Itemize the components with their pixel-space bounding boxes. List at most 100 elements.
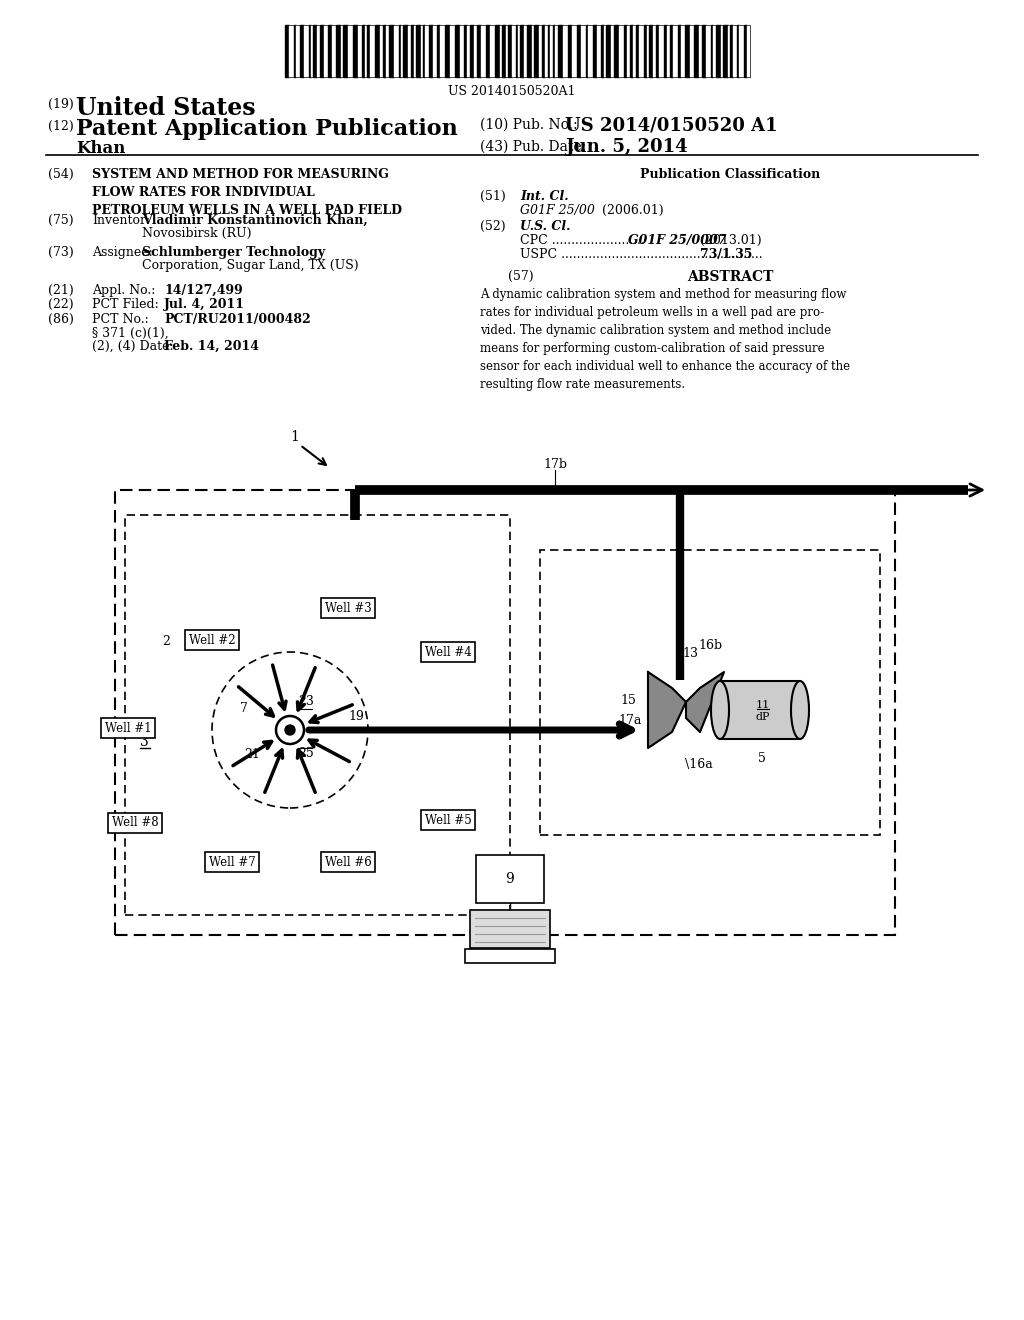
Text: (21): (21) bbox=[48, 284, 74, 297]
Bar bbox=[450, 25, 455, 77]
Bar bbox=[309, 25, 311, 77]
Bar bbox=[690, 25, 694, 77]
Bar bbox=[644, 25, 647, 77]
Bar bbox=[437, 25, 440, 77]
Bar bbox=[445, 25, 450, 77]
Bar bbox=[593, 25, 597, 77]
Bar bbox=[563, 25, 568, 77]
Bar bbox=[343, 25, 348, 77]
Bar bbox=[545, 25, 548, 77]
Bar bbox=[553, 25, 555, 77]
Bar bbox=[647, 25, 649, 77]
Bar bbox=[486, 25, 490, 77]
Bar bbox=[296, 25, 300, 77]
Circle shape bbox=[276, 715, 304, 744]
Bar bbox=[713, 25, 716, 77]
Bar bbox=[470, 25, 474, 77]
Bar bbox=[502, 25, 506, 77]
Bar bbox=[572, 25, 577, 77]
Text: (2013.01): (2013.01) bbox=[700, 234, 762, 247]
Text: (51): (51) bbox=[480, 190, 506, 203]
Text: Int. Cl.: Int. Cl. bbox=[520, 190, 568, 203]
Text: 15: 15 bbox=[621, 693, 636, 706]
Ellipse shape bbox=[791, 681, 809, 739]
Text: Appl. No.:: Appl. No.: bbox=[92, 284, 156, 297]
Bar bbox=[516, 25, 518, 77]
Text: 13: 13 bbox=[682, 647, 698, 660]
Text: (75): (75) bbox=[48, 214, 74, 227]
Bar bbox=[125, 515, 510, 915]
Bar bbox=[618, 25, 624, 77]
Bar bbox=[716, 25, 721, 77]
Bar bbox=[490, 25, 495, 77]
Text: 5: 5 bbox=[758, 752, 766, 766]
Polygon shape bbox=[686, 672, 724, 733]
Text: Jun. 5, 2014: Jun. 5, 2014 bbox=[565, 139, 688, 156]
Text: PCT No.:: PCT No.: bbox=[92, 313, 148, 326]
Text: Well #6: Well #6 bbox=[325, 855, 372, 869]
Text: 25: 25 bbox=[298, 747, 313, 760]
Bar bbox=[425, 25, 429, 77]
Bar bbox=[627, 25, 630, 77]
Bar bbox=[555, 25, 558, 77]
Text: Well #1: Well #1 bbox=[104, 722, 152, 734]
Bar bbox=[550, 25, 553, 77]
Bar bbox=[633, 25, 636, 77]
Text: § 371 (c)(1),: § 371 (c)(1), bbox=[92, 327, 169, 341]
Bar bbox=[699, 25, 702, 77]
Bar bbox=[370, 25, 375, 77]
Bar bbox=[365, 25, 367, 77]
Bar bbox=[639, 25, 644, 77]
Bar bbox=[389, 25, 394, 77]
Bar bbox=[653, 25, 656, 77]
Text: Inventor:: Inventor: bbox=[92, 214, 151, 227]
Bar bbox=[508, 25, 512, 77]
Text: Khan: Khan bbox=[76, 140, 125, 157]
Text: Corporation, Sugar Land, TX (US): Corporation, Sugar Land, TX (US) bbox=[142, 259, 358, 272]
Text: United States: United States bbox=[76, 96, 256, 120]
Bar bbox=[474, 25, 477, 77]
Bar bbox=[332, 25, 336, 77]
Bar bbox=[421, 25, 423, 77]
Text: Well #5: Well #5 bbox=[425, 813, 471, 826]
Bar bbox=[711, 25, 713, 77]
Text: 16b: 16b bbox=[698, 639, 722, 652]
Bar bbox=[539, 25, 542, 77]
Text: Feb. 14, 2014: Feb. 14, 2014 bbox=[164, 341, 259, 352]
Bar bbox=[311, 25, 313, 77]
Bar bbox=[470, 909, 550, 948]
Bar bbox=[358, 25, 362, 77]
Text: (86): (86) bbox=[48, 313, 74, 326]
Bar bbox=[678, 25, 681, 77]
Bar bbox=[702, 25, 706, 77]
Bar bbox=[383, 25, 386, 77]
Bar bbox=[362, 25, 365, 77]
Bar bbox=[433, 25, 437, 77]
Text: 2: 2 bbox=[162, 635, 170, 648]
Bar bbox=[681, 25, 685, 77]
Bar bbox=[577, 25, 581, 77]
Bar bbox=[744, 25, 746, 77]
Bar bbox=[313, 25, 317, 77]
Bar bbox=[636, 25, 639, 77]
Bar bbox=[670, 25, 673, 77]
Bar bbox=[518, 25, 520, 77]
Bar bbox=[467, 25, 470, 77]
Text: USPC ....................................................: USPC ...................................… bbox=[520, 248, 763, 261]
Text: 19: 19 bbox=[348, 710, 364, 723]
Bar bbox=[285, 25, 750, 77]
Text: dP: dP bbox=[756, 711, 770, 722]
Text: 17b: 17b bbox=[543, 458, 567, 471]
Text: U.S. Cl.: U.S. Cl. bbox=[520, 220, 570, 234]
Bar bbox=[317, 25, 319, 77]
Bar bbox=[375, 25, 380, 77]
Bar bbox=[588, 25, 593, 77]
Text: (73): (73) bbox=[48, 246, 74, 259]
Bar bbox=[664, 25, 667, 77]
Bar bbox=[581, 25, 586, 77]
Bar bbox=[336, 25, 341, 77]
Text: 73/1.35: 73/1.35 bbox=[700, 248, 753, 261]
Bar bbox=[414, 25, 416, 77]
Bar bbox=[416, 25, 421, 77]
Bar bbox=[527, 25, 532, 77]
